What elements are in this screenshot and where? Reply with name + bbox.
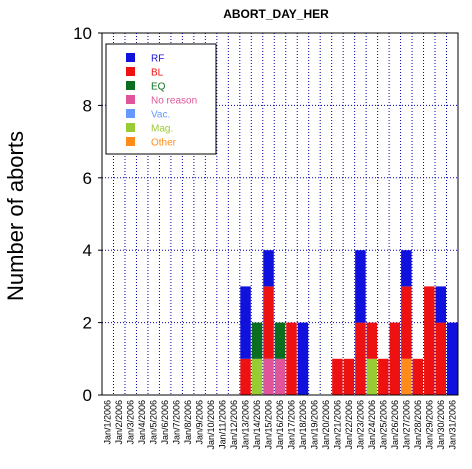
bar-segment [378, 358, 389, 395]
x-tick-label: Jan/30/2006 [436, 400, 446, 450]
x-tick-label: Jan/5/2006 [149, 400, 159, 445]
legend-label: BL [151, 68, 164, 79]
x-tick-label: Jan/24/2006 [367, 400, 377, 450]
bar-segment [251, 322, 263, 359]
bar-segment [401, 286, 412, 359]
x-tick-label: Jan/21/2006 [332, 400, 342, 450]
x-tick-label: Jan/29/2006 [424, 400, 434, 450]
bar-segment [286, 322, 297, 395]
bar-segment [343, 358, 355, 395]
bar-segment [251, 358, 263, 395]
x-tick-label: Jan/15/2006 [264, 400, 274, 450]
bar-segment [401, 358, 412, 395]
x-tick-label: Jan/28/2006 [413, 400, 423, 450]
x-tick-label: Jan/19/2006 [309, 400, 319, 450]
bar-segment [389, 322, 401, 395]
x-tick-label: Jan/9/2006 [195, 400, 205, 445]
bar-segment [332, 358, 343, 395]
legend-label: RF [151, 54, 164, 65]
x-tick-label: Jan/7/2006 [172, 400, 182, 445]
bar-segment [366, 322, 378, 359]
x-tick-label: Jan/3/2006 [126, 400, 136, 445]
bar-segment [412, 358, 424, 395]
bar-segment [401, 250, 412, 287]
y-tick-label: 8 [83, 96, 92, 115]
y-tick-label: 4 [83, 241, 92, 260]
bars [240, 250, 458, 395]
legend-label: No reason [151, 96, 197, 107]
legend-swatch [126, 137, 135, 146]
x-tick-label: Jan/23/2006 [355, 400, 365, 450]
legend-label: Vac. [151, 110, 170, 121]
legend-swatch [126, 95, 135, 104]
bar-segment [435, 322, 447, 395]
x-tick-label: Jan/10/2006 [206, 400, 216, 450]
x-tick-label: Jan/4/2006 [137, 400, 147, 445]
bar-segment [355, 322, 366, 395]
x-tick-label: Jan/1/2006 [103, 400, 113, 445]
legend-label: Other [151, 138, 177, 149]
y-tick-label: 0 [83, 386, 92, 405]
x-tick-label: Jan/27/2006 [401, 400, 411, 450]
bar-segment [240, 286, 251, 359]
bar-segment [240, 358, 251, 395]
y-ticks: 0 2 4 6 8 10 [73, 24, 102, 405]
x-tick-label: Jan/31/2006 [447, 400, 457, 450]
bar-segment [424, 286, 435, 395]
x-tick-label: Jan/11/2006 [218, 400, 228, 449]
x-tick-label: Jan/16/2006 [275, 400, 285, 450]
x-tick-label: Jan/25/2006 [378, 400, 388, 450]
x-tick-label: Jan/12/2006 [229, 400, 239, 450]
legend-label: Mag. [151, 124, 173, 135]
bar-segment [435, 286, 447, 323]
y-tick-label: 2 [83, 314, 92, 333]
x-tick-label: Jan/22/2006 [344, 400, 354, 450]
x-tick-label: Jan/2/2006 [114, 400, 124, 445]
legend-swatch [126, 81, 135, 90]
x-ticks: Jan/1/2006 Jan/2/2006 Jan/3/2006 Jan/4/2006… [103, 400, 458, 450]
legend-label: EQ [151, 82, 166, 93]
legend-swatch [126, 67, 135, 76]
x-tick-label: Jan/6/2006 [160, 400, 170, 445]
legend-swatch [126, 53, 135, 62]
legend-box [105, 43, 217, 155]
bar-segment [263, 286, 274, 359]
x-tick-label: Jan/18/2006 [298, 400, 308, 450]
x-tick-label: Jan/13/2006 [241, 400, 251, 450]
bar-segment [366, 358, 378, 395]
legend: RF BL EQ No reason Vac. Mag. Other [105, 43, 217, 155]
bar-segment [263, 358, 274, 395]
bar-segment [274, 322, 286, 359]
y-tick-label: 10 [73, 24, 92, 43]
bar-segment [263, 250, 274, 287]
bar-segment [274, 358, 286, 395]
legend-swatch [126, 123, 135, 132]
x-tick-label: Jan/14/2006 [252, 400, 262, 450]
x-tick-label: Jan/26/2006 [390, 400, 400, 450]
y-tick-label: 6 [83, 169, 92, 188]
x-tick-label: Jan/20/2006 [321, 400, 331, 450]
legend-swatch [126, 109, 135, 118]
x-tick-label: Jan/8/2006 [183, 400, 193, 445]
chart-title: ABORT_DAY_HER [223, 7, 329, 21]
bar-segment [447, 322, 458, 395]
plot-frame [101, 32, 459, 396]
bar-segment [297, 322, 309, 395]
x-tick-label: Jan/17/2006 [286, 400, 296, 450]
y-axis-label: Number of aborts [3, 131, 28, 301]
bar-segment [355, 250, 366, 323]
